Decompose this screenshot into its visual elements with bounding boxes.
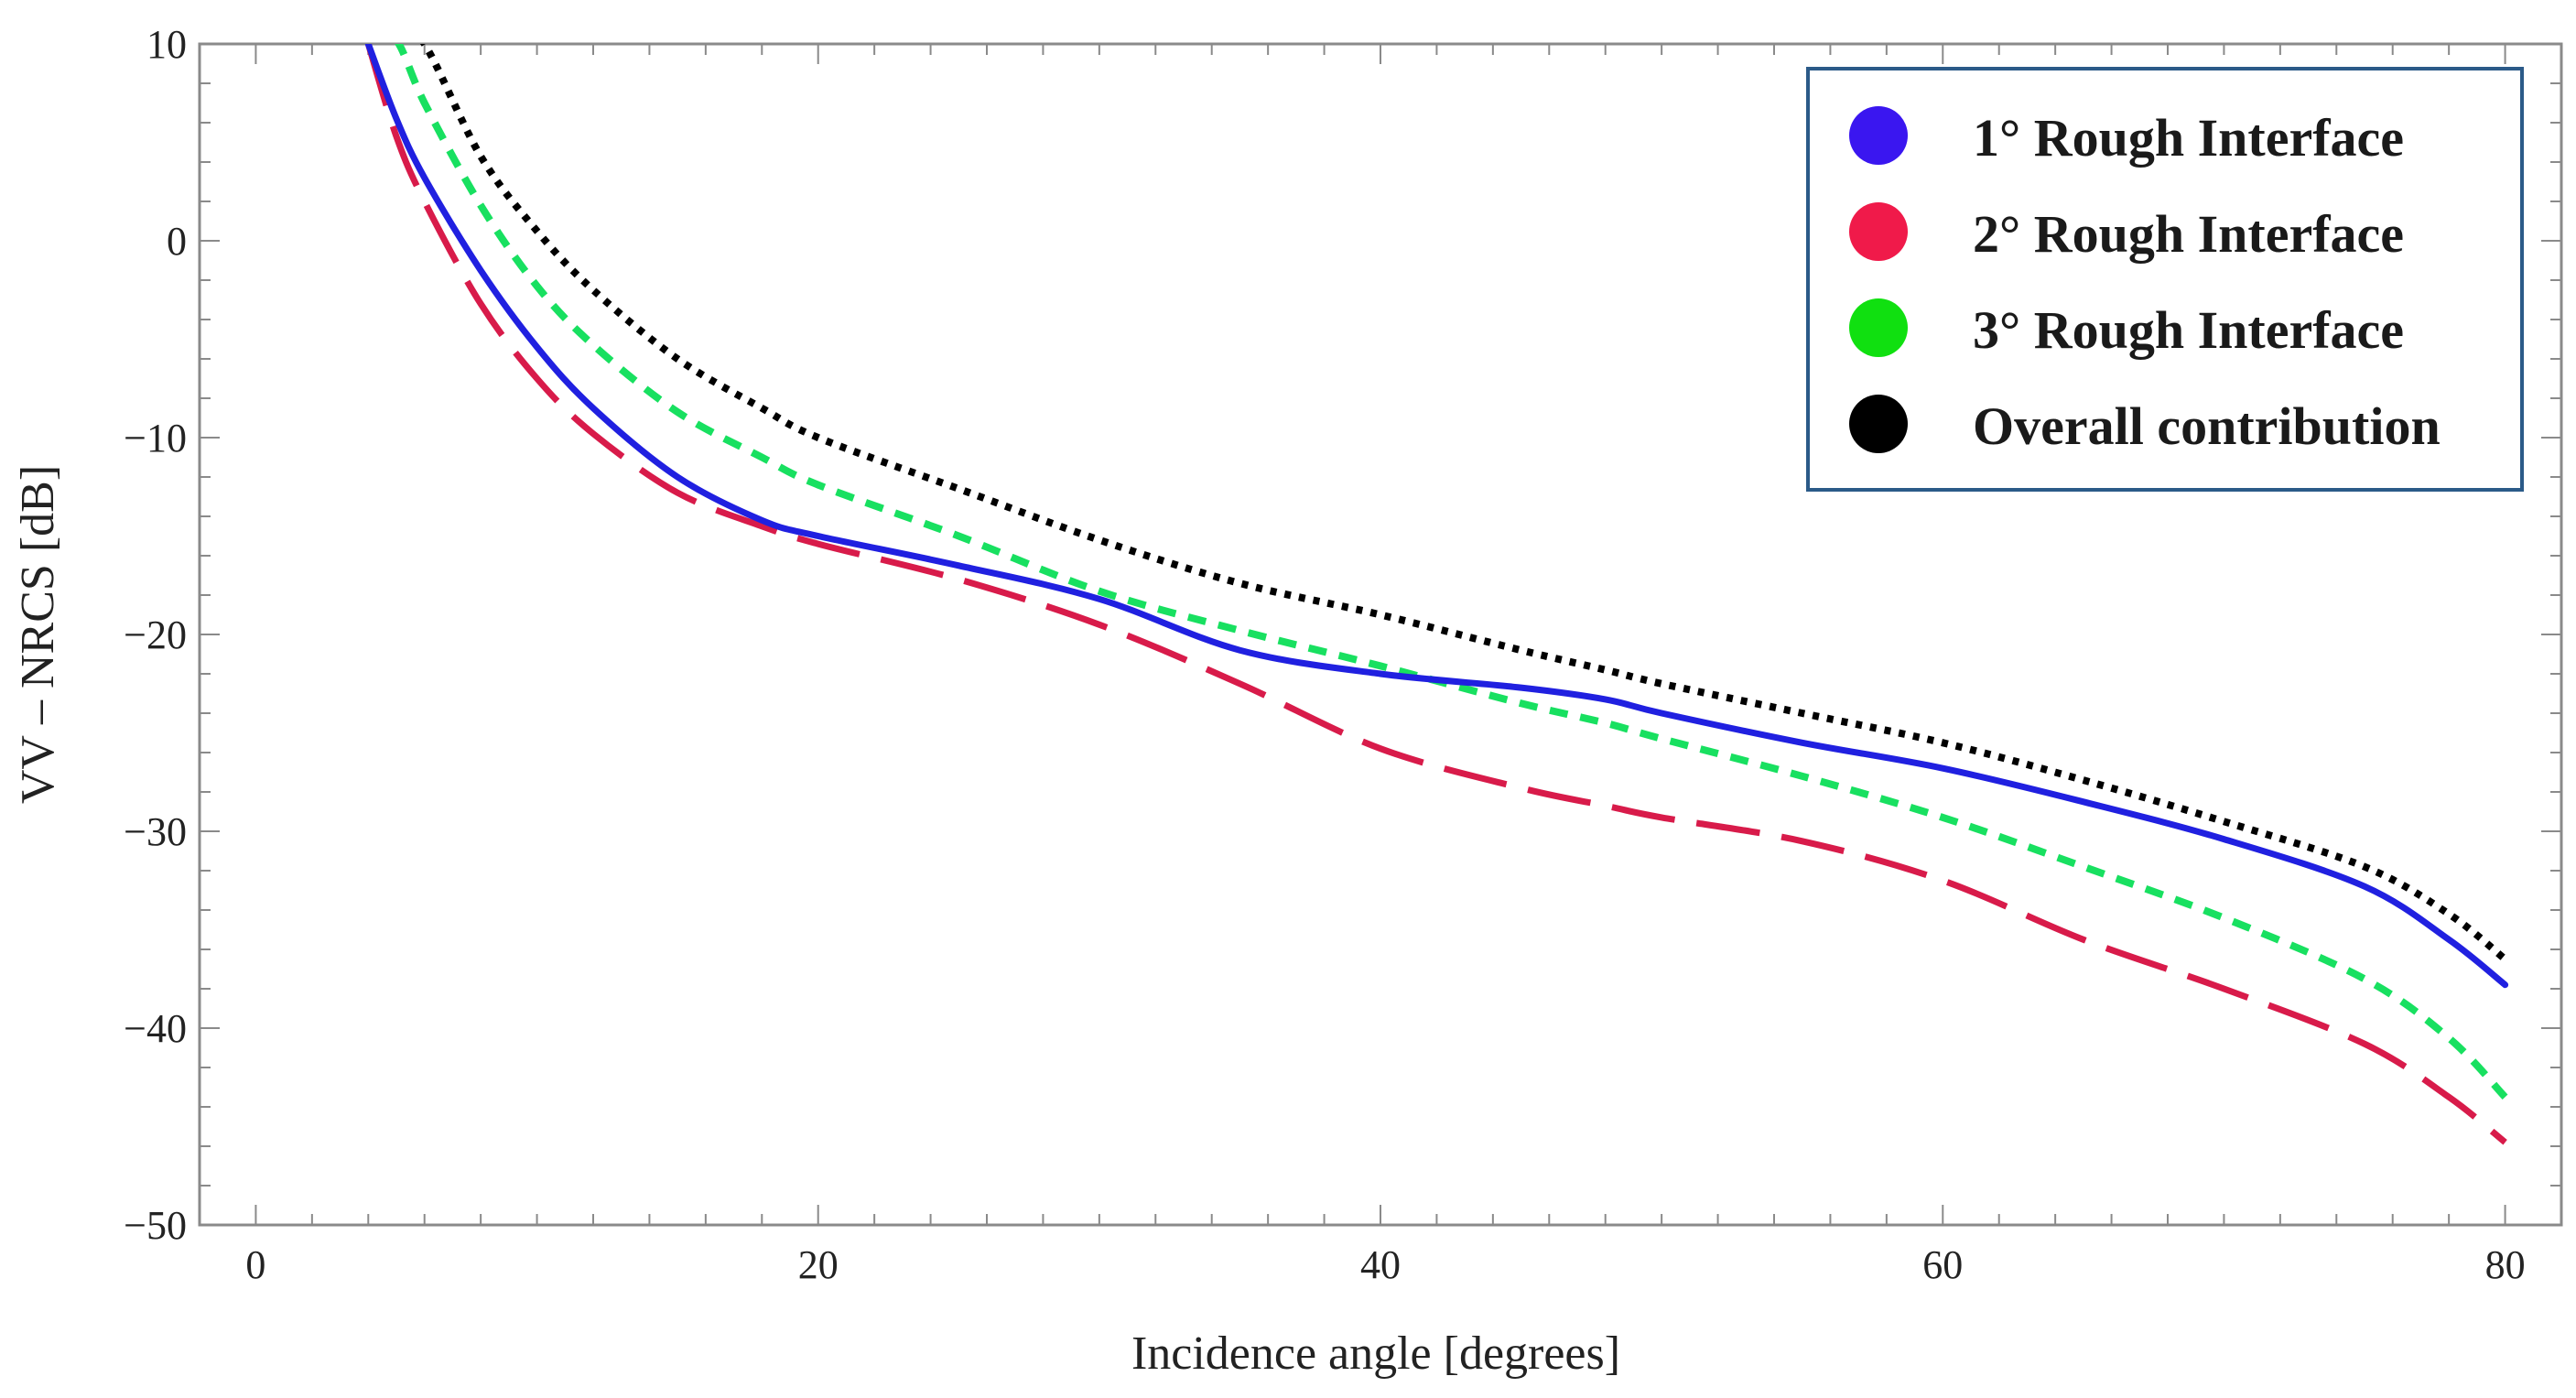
x-tick-label: 60: [1922, 1242, 1963, 1287]
y-tick-label: −50: [124, 1203, 187, 1248]
y-tick-label: −10: [124, 416, 187, 461]
series-line-4: [419, 44, 2508, 962]
series-layer: [364, 44, 2509, 1145]
x-tick-label: 80: [2485, 1242, 2526, 1287]
series-line-1: [364, 44, 2509, 989]
x-tick-label: 40: [1360, 1242, 1401, 1287]
x-tick-label: 0: [245, 1242, 265, 1287]
y-tick-label: −40: [124, 1006, 187, 1051]
legend-label-3: 3° Rough Interface: [1973, 300, 2404, 360]
legend-marker-3: [1849, 298, 1908, 357]
axis-ticks: [200, 43, 2561, 1226]
y-tick-label: 0: [167, 219, 187, 264]
y-tick-label: −20: [124, 612, 187, 657]
legend-marker-4: [1849, 395, 1908, 453]
legend-label-1: 1° Rough Interface: [1973, 108, 2404, 168]
legend-label-2: 2° Rough Interface: [1973, 204, 2404, 264]
legend-marker-1: [1849, 106, 1908, 165]
legend-marker-2: [1849, 202, 1908, 261]
x-tick-label: 20: [798, 1242, 839, 1287]
y-tick-label: −30: [124, 809, 187, 854]
legend: 1° Rough Interface 2° Rough Interface 3° R…: [1806, 67, 2524, 492]
series-line-2: [364, 44, 2507, 1145]
series-line-3: [394, 44, 2508, 1100]
legend-label-4: Overall contribution: [1973, 396, 2441, 456]
legend-box: [1806, 67, 2524, 492]
x-axis-title: Incidence angle [degrees]: [1131, 1328, 1620, 1380]
y-axis-title: VV – NRCS [dB]: [12, 465, 64, 804]
y-tick-label: 10: [146, 22, 187, 67]
